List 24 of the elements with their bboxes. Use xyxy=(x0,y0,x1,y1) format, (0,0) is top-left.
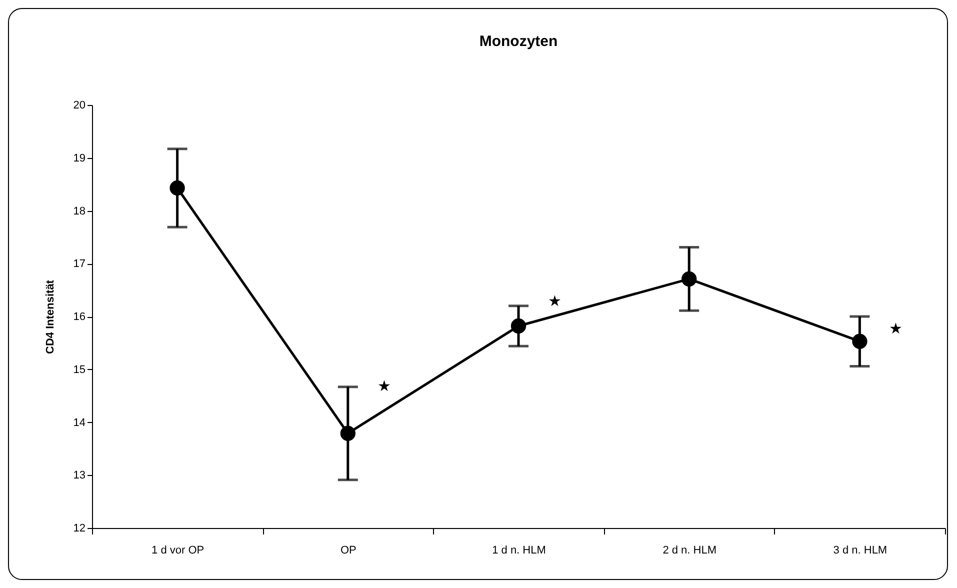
point xyxy=(340,426,356,441)
chart-title: Monozyten xyxy=(479,33,558,50)
y-tick-label: 17 xyxy=(73,258,86,270)
y-tick-label: 18 xyxy=(73,205,86,218)
point xyxy=(510,318,526,334)
x-tick-label: OP xyxy=(340,544,356,556)
y-tick-label: 15 xyxy=(73,364,86,376)
x-tick-label: 2 d n. HLM xyxy=(662,544,717,556)
annotation: ★ xyxy=(548,292,561,310)
y-tick-label: 16 xyxy=(73,311,86,323)
y-axis-title: CD4 Intensität xyxy=(44,280,56,354)
y-tick-label: 14 xyxy=(73,416,86,429)
y-tick-label: 19 xyxy=(73,152,86,164)
y-tick-label: 13 xyxy=(73,470,86,482)
annotation: ★ xyxy=(377,378,390,396)
point xyxy=(170,180,185,196)
point xyxy=(682,271,697,287)
y-tick-label: 20 xyxy=(73,100,86,112)
x-tick-label: 1 d n. HLM xyxy=(492,544,546,556)
y-tick-label: 12 xyxy=(73,522,86,534)
point xyxy=(852,334,868,349)
annotation: ★ xyxy=(889,320,902,338)
x-tick-label: 3 d n. HLM xyxy=(833,544,888,556)
x-tick-label: 1 d vor OP xyxy=(152,544,204,556)
